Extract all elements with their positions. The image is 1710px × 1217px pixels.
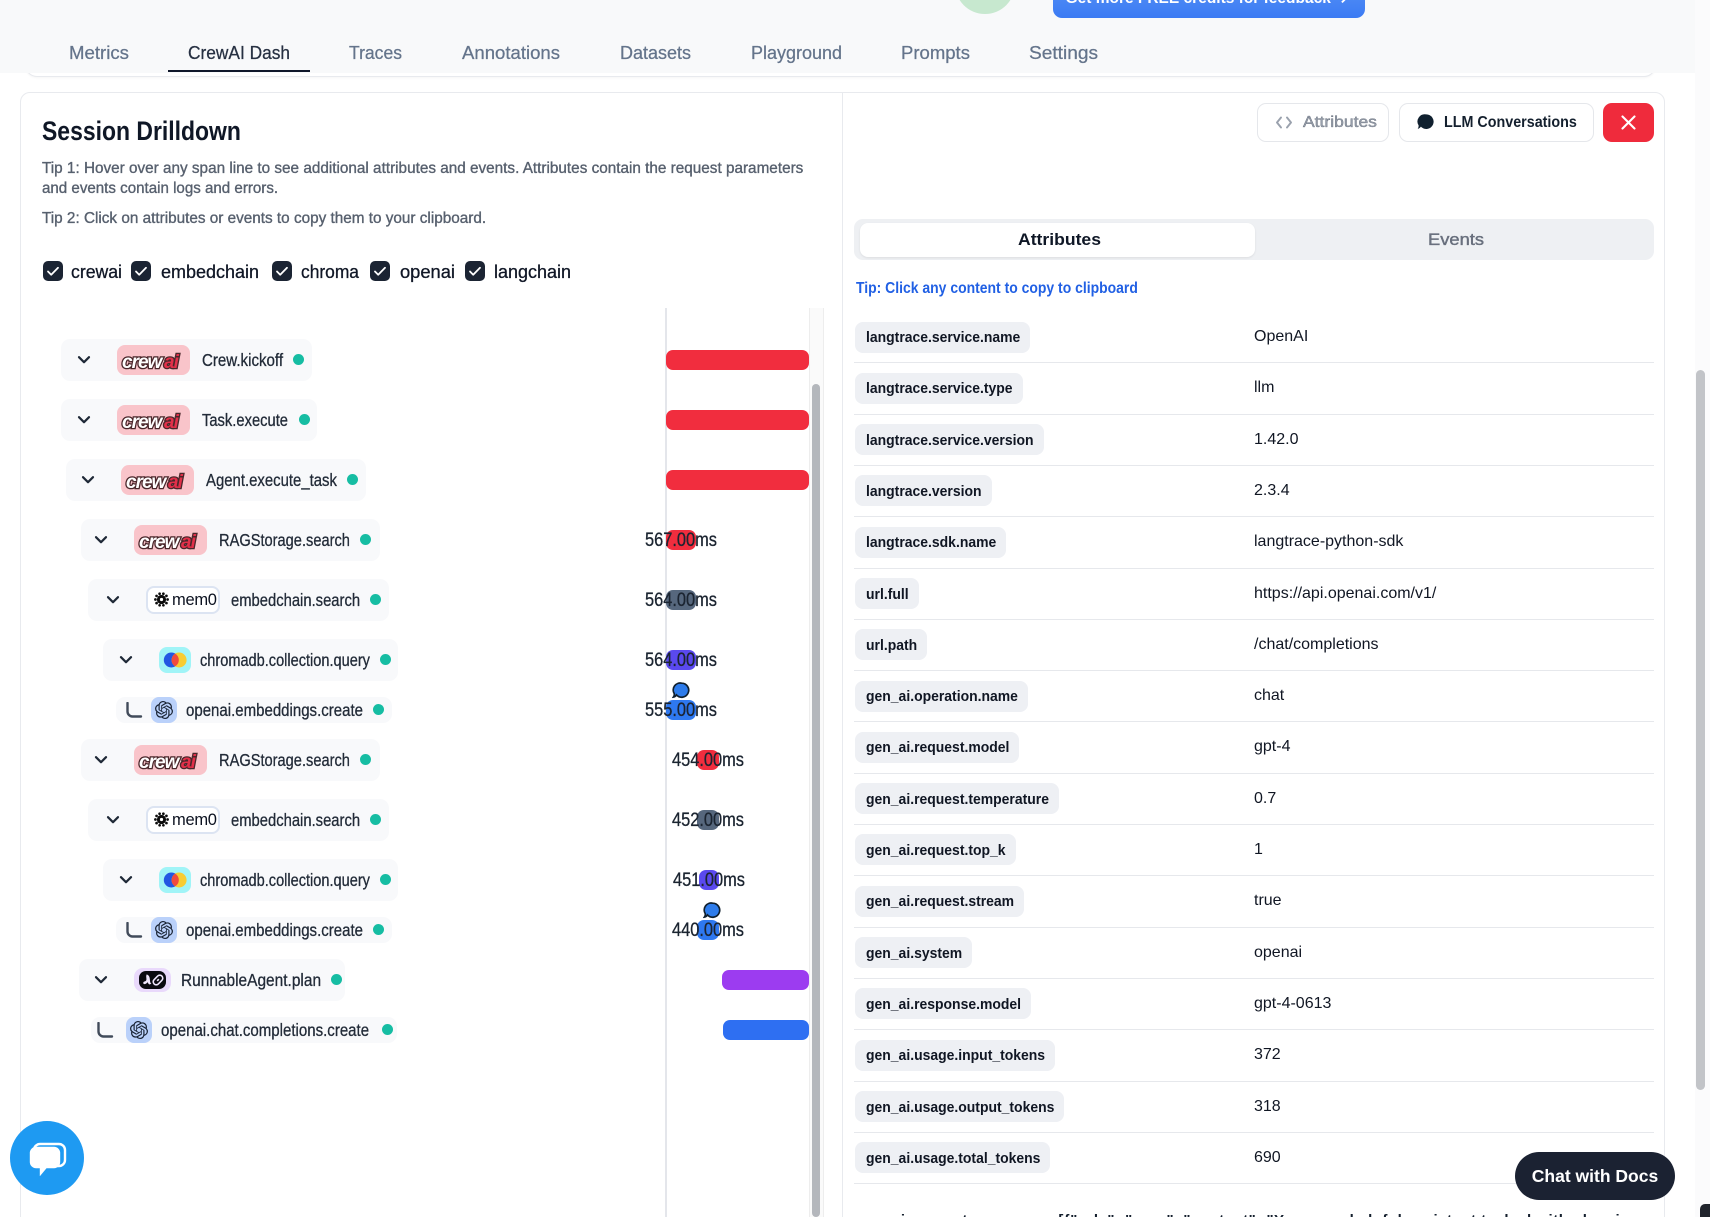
svg-text:crew: crew: [122, 352, 164, 373]
svg-text:crew: crew: [139, 532, 181, 553]
svg-text:ai: ai: [164, 412, 180, 433]
svg-text:crew: crew: [122, 412, 164, 433]
svg-text:crew: crew: [139, 752, 181, 773]
svg-text:ai: ai: [168, 472, 184, 493]
svg-text:crew: crew: [126, 472, 168, 493]
svg-text:ai: ai: [181, 752, 197, 773]
svg-text:ai: ai: [164, 352, 180, 373]
svg-text:ai: ai: [181, 532, 197, 553]
